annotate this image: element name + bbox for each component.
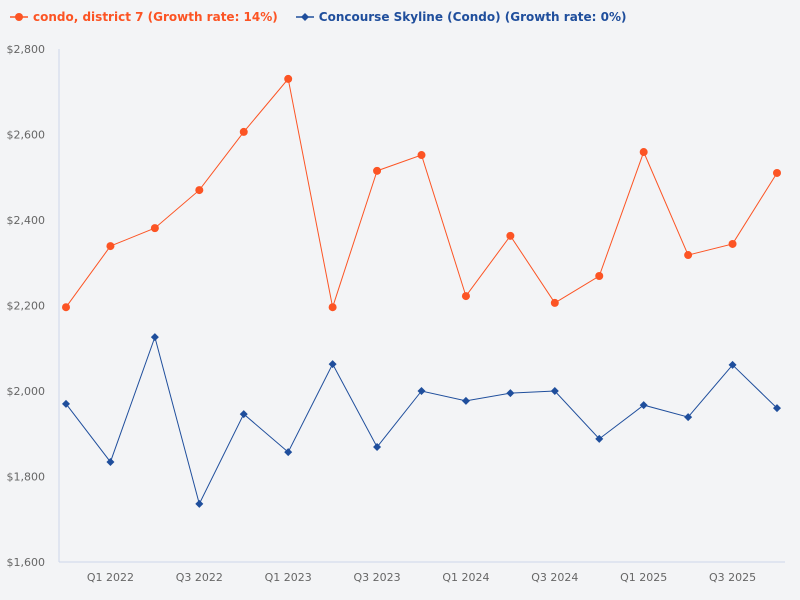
data-point-diamond xyxy=(773,404,781,413)
y-tick-label: $1,600 xyxy=(7,556,46,569)
x-tick-label: Q3 2025 xyxy=(709,571,756,584)
data-point-diamond xyxy=(461,396,470,405)
data-point-circle xyxy=(684,251,693,260)
legend-label: Concourse Skyline (Condo) (Growth rate: … xyxy=(318,10,627,24)
data-point-circle xyxy=(62,303,70,312)
x-tick-label: Q3 2022 xyxy=(176,571,223,584)
series-line-1 xyxy=(65,335,778,506)
data-point-diamond xyxy=(728,360,737,369)
data-point-circle xyxy=(150,224,159,233)
data-point-diamond xyxy=(150,333,159,342)
y-tick-label: $2,600 xyxy=(7,129,46,142)
data-point-circle xyxy=(328,303,337,312)
data-point-diamond xyxy=(595,434,604,443)
data-point-circle xyxy=(550,298,559,307)
x-tick-label: Q1 2023 xyxy=(265,571,312,584)
data-point-circle xyxy=(195,186,204,195)
data-point-circle xyxy=(728,239,737,248)
y-tick-label: $1,800 xyxy=(7,471,46,484)
data-point-diamond xyxy=(417,387,426,395)
data-point-diamond xyxy=(506,389,515,398)
y-tick-label: $2,000 xyxy=(7,385,46,398)
data-point-diamond xyxy=(550,387,559,395)
data-point-diamond xyxy=(284,448,293,457)
data-point-diamond xyxy=(62,399,70,408)
data-point-diamond xyxy=(639,401,648,410)
legend-item-concourse-skyline[interactable]: Concourse Skyline (Condo) (Growth rate: … xyxy=(295,10,627,24)
series-line-0 xyxy=(65,77,778,310)
data-point-circle xyxy=(373,166,382,175)
y-tick-label: $2,200 xyxy=(7,300,46,313)
data-point-diamond xyxy=(373,443,382,452)
data-point-diamond xyxy=(684,413,693,422)
legend-item-condo-district-7[interactable]: condo, district 7 (Growth rate: 14%) xyxy=(10,10,278,24)
data-point-circle xyxy=(284,74,293,83)
x-tick-label: Q3 2023 xyxy=(353,571,400,584)
legend-label: condo, district 7 (Growth rate: 14%) xyxy=(33,10,278,24)
data-point-circle xyxy=(595,272,604,281)
circle-marker-icon xyxy=(10,13,28,21)
data-point-diamond xyxy=(195,499,204,508)
x-tick-label: Q1 2025 xyxy=(620,571,667,584)
data-point-circle xyxy=(506,231,515,240)
x-tick-label: Q3 2024 xyxy=(531,571,578,584)
y-tick-label: $2,400 xyxy=(7,214,46,227)
legend: condo, district 7 (Growth rate: 14%) Con… xyxy=(10,10,627,24)
data-point-circle xyxy=(773,168,781,177)
data-point-diamond xyxy=(239,410,248,419)
diamond-marker-icon xyxy=(295,13,314,21)
data-point-circle xyxy=(417,151,426,160)
data-point-circle xyxy=(639,148,648,157)
data-point-circle xyxy=(239,127,248,136)
data-point-diamond xyxy=(328,360,337,369)
data-point-diamond xyxy=(106,457,115,466)
x-tick-label: Q1 2022 xyxy=(87,571,134,584)
x-tick-label: Q1 2024 xyxy=(442,571,489,584)
data-point-circle xyxy=(106,242,115,251)
y-tick-label: $2,800 xyxy=(7,43,46,56)
data-point-circle xyxy=(461,292,470,301)
